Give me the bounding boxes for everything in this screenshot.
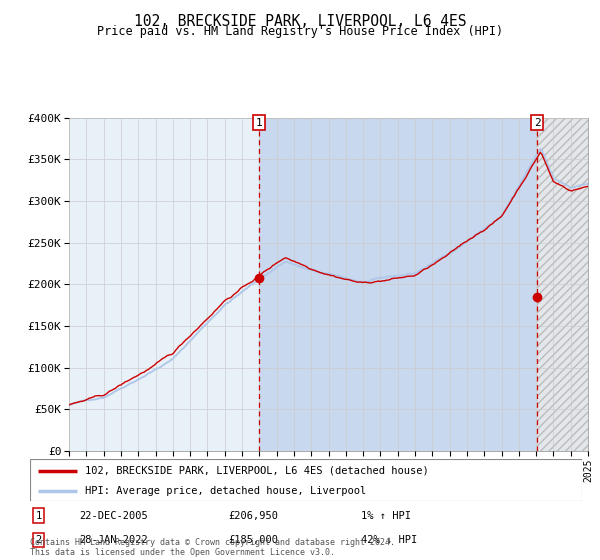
FancyBboxPatch shape	[30, 459, 582, 501]
Text: HPI: Average price, detached house, Liverpool: HPI: Average price, detached house, Live…	[85, 486, 367, 496]
Bar	[538, 118, 588, 451]
Text: 1: 1	[256, 118, 262, 128]
Bar	[259, 118, 538, 451]
Text: 102, BRECKSIDE PARK, LIVERPOOL, L6 4ES (detached house): 102, BRECKSIDE PARK, LIVERPOOL, L6 4ES (…	[85, 465, 429, 475]
Text: 102, BRECKSIDE PARK, LIVERPOOL, L6 4ES: 102, BRECKSIDE PARK, LIVERPOOL, L6 4ES	[134, 14, 466, 29]
Text: Price paid vs. HM Land Registry's House Price Index (HPI): Price paid vs. HM Land Registry's House …	[97, 25, 503, 38]
Text: 1: 1	[35, 511, 42, 521]
Text: 22-DEC-2005: 22-DEC-2005	[80, 511, 148, 521]
Text: Contains HM Land Registry data © Crown copyright and database right 2024.
This d: Contains HM Land Registry data © Crown c…	[30, 538, 395, 557]
Text: 2: 2	[35, 535, 42, 545]
Text: 42% ↓ HPI: 42% ↓ HPI	[361, 535, 418, 545]
Text: £206,950: £206,950	[229, 511, 279, 521]
Bar	[538, 118, 588, 451]
Text: £185,000: £185,000	[229, 535, 279, 545]
Text: 1% ↑ HPI: 1% ↑ HPI	[361, 511, 411, 521]
Text: 28-JAN-2022: 28-JAN-2022	[80, 535, 148, 545]
Text: 2: 2	[534, 118, 541, 128]
